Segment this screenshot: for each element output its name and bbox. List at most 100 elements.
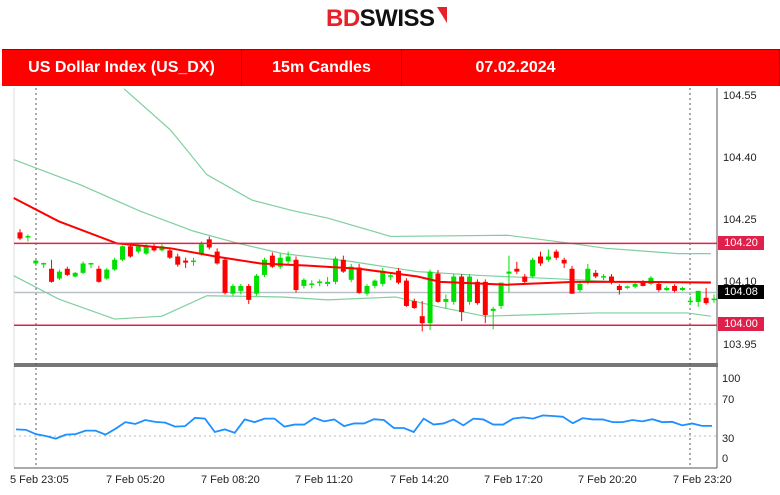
x-tick: 7 Feb 11:20 <box>295 474 353 486</box>
candle-body <box>277 257 283 267</box>
candle-body <box>656 283 662 291</box>
candle-body <box>198 244 204 255</box>
candle-body <box>372 280 378 286</box>
candle-body <box>222 259 228 293</box>
candle-body <box>246 285 252 300</box>
candle-body <box>577 283 583 291</box>
candle-body <box>80 263 86 273</box>
candle-body <box>601 276 607 278</box>
candle-body <box>695 290 701 302</box>
y-tick: 103.95 <box>723 339 757 351</box>
x-tick: 7 Feb 08:20 <box>201 474 260 486</box>
candle-body <box>514 268 520 272</box>
candle-body <box>143 246 149 254</box>
candle-body <box>522 276 528 282</box>
level-label-104-00: 104.00 <box>718 317 764 331</box>
candle-body <box>112 259 118 270</box>
candle-body <box>506 271 512 274</box>
x-tick: 7 Feb 20:20 <box>578 474 637 486</box>
candle-body <box>616 285 622 291</box>
moving-average-line <box>13 197 711 286</box>
candle-body <box>167 250 173 258</box>
candle-body <box>443 299 449 302</box>
x-tick: 5 Feb 23:05 <box>10 474 69 486</box>
candle-body <box>703 297 709 304</box>
y-tick: 104.25 <box>723 214 757 226</box>
candle-body <box>672 285 678 291</box>
candle-body <box>498 282 504 306</box>
candle-body <box>72 272 78 277</box>
current-price-label: 104.08 <box>718 285 764 299</box>
candle-body <box>309 283 315 285</box>
candle-body <box>356 267 362 293</box>
candle-body <box>301 279 307 286</box>
candle-body <box>135 246 141 252</box>
candle-body <box>151 246 157 251</box>
candle-body <box>33 260 39 264</box>
candle-body <box>175 256 181 265</box>
candle-body <box>340 259 346 272</box>
candle-body <box>648 277 654 284</box>
y-tick: 104.55 <box>723 90 757 102</box>
outer-upper-band-line <box>123 88 711 255</box>
candle-body <box>593 272 599 277</box>
level-label-104-20: 104.20 <box>718 236 764 250</box>
candle-body <box>183 260 189 263</box>
candle-body <box>293 259 299 291</box>
candle-body <box>553 251 559 258</box>
candle-body <box>254 275 260 294</box>
candle-body <box>427 271 433 324</box>
candle-body <box>64 268 70 275</box>
candle-body <box>561 259 567 264</box>
candle-body <box>388 275 394 277</box>
candle-body <box>538 256 543 264</box>
candle-body <box>261 259 267 275</box>
lower-band-line <box>13 275 711 320</box>
candle-body <box>608 276 614 282</box>
candle-body <box>348 266 354 280</box>
candle-body <box>120 246 126 260</box>
rsi-tick: 0 <box>722 453 729 465</box>
logo-text-bd: BD <box>326 5 360 32</box>
candle-body <box>459 276 465 313</box>
candle-body <box>41 263 47 265</box>
candle-body <box>325 281 331 284</box>
candle-body <box>285 256 291 262</box>
candle-body <box>127 246 133 257</box>
candle-body <box>88 263 94 265</box>
rsi-line <box>15 414 712 440</box>
candle-body <box>317 281 323 283</box>
candle-body <box>624 286 630 288</box>
candle-body <box>679 287 685 291</box>
candle-body <box>711 298 717 301</box>
candle-body <box>403 280 409 306</box>
candle-body <box>411 301 417 309</box>
candle-body <box>585 268 591 282</box>
instrument-title: US Dollar Index (US_DX) <box>2 50 242 86</box>
candle-body <box>269 255 275 267</box>
candle-body <box>332 258 338 282</box>
bdswiss-logo: BD SWISS <box>326 5 447 32</box>
candle-body <box>632 283 638 287</box>
candle-body <box>191 260 196 263</box>
upper-band-line <box>13 159 711 283</box>
candle-body <box>687 300 693 303</box>
candle-body <box>230 285 236 294</box>
candle-body <box>25 236 31 238</box>
candle-body <box>419 316 425 324</box>
rsi-tick: 30 <box>722 433 735 445</box>
candle-body <box>435 273 441 302</box>
candle-body <box>545 256 551 260</box>
candle-body <box>490 308 496 311</box>
candle-body <box>640 281 646 286</box>
logo-text-swiss: SWISS <box>359 5 435 32</box>
candle-body <box>664 287 670 291</box>
candle-body <box>530 259 536 277</box>
candle-body <box>238 285 244 291</box>
chart-header-bar: US Dollar Index (US_DX) 15m Candles 07.0… <box>2 49 780 86</box>
pane-separator <box>14 363 718 367</box>
candle-body <box>104 269 110 279</box>
candle-body <box>396 270 402 283</box>
candle-body <box>17 232 23 239</box>
